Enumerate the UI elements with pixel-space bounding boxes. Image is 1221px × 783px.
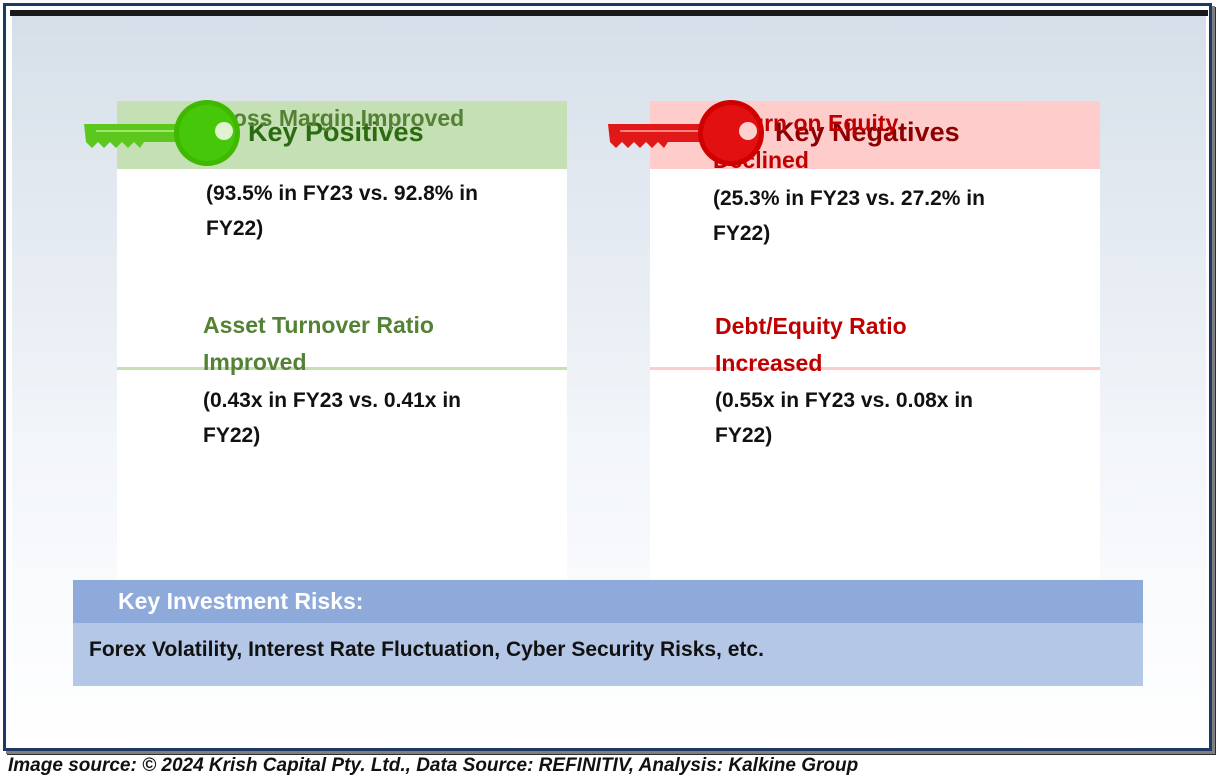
positive-item-2-title: Asset Turnover Ratio Improved xyxy=(203,312,434,375)
risks-header: Key Investment Risks: xyxy=(73,580,1143,623)
investment-risks-box: Key Investment Risks: Forex Volatility, … xyxy=(73,580,1143,686)
positive-card-2: Asset Turnover Ratio Improved (0.43x in … xyxy=(117,312,567,579)
positive-item-1-title: Gross Margin Improved xyxy=(206,105,465,131)
key-icon-red xyxy=(606,98,766,173)
key-icon-green xyxy=(82,98,242,173)
image-source-caption: Image source: © 2024 Krish Capital Pty. … xyxy=(8,755,859,776)
negative-item-1-detail: (25.3% in FY23 vs. 27.2% in FY22) xyxy=(713,187,985,245)
top-divider xyxy=(10,10,1208,16)
negative-item-2-detail: (0.55x in FY23 vs. 0.08x in FY22) xyxy=(715,389,973,447)
risks-text: Forex Volatility, Interest Rate Fluctuat… xyxy=(89,638,764,661)
positive-card-1: Gross Margin Improved (93.5% in FY23 vs.… xyxy=(117,105,567,370)
risks-title: Key Investment Risks: xyxy=(118,588,364,614)
negatives-title: Key Negatives xyxy=(775,117,960,147)
negative-card-1: Return on Equity Declined (25.3% in FY23… xyxy=(650,110,1100,370)
negative-card-2: Debt/Equity Ratio Increased (0.55x in FY… xyxy=(650,313,1100,579)
negatives-column: Key Negatives Return on Equity Declined … xyxy=(650,101,1100,579)
positives-column: Key Positives Gross Margin Improved (93.… xyxy=(117,101,567,579)
positive-item-2-detail: (0.43x in FY23 vs. 0.41x in FY22) xyxy=(203,389,461,447)
positives-title: Key Positives xyxy=(248,117,424,147)
negative-item-2-title: Debt/Equity Ratio Increased xyxy=(715,313,907,376)
risks-body: Forex Volatility, Interest Rate Fluctuat… xyxy=(73,623,1143,686)
positive-item-1-detail: (93.5% in FY23 vs. 92.8% in FY22) xyxy=(206,182,478,240)
